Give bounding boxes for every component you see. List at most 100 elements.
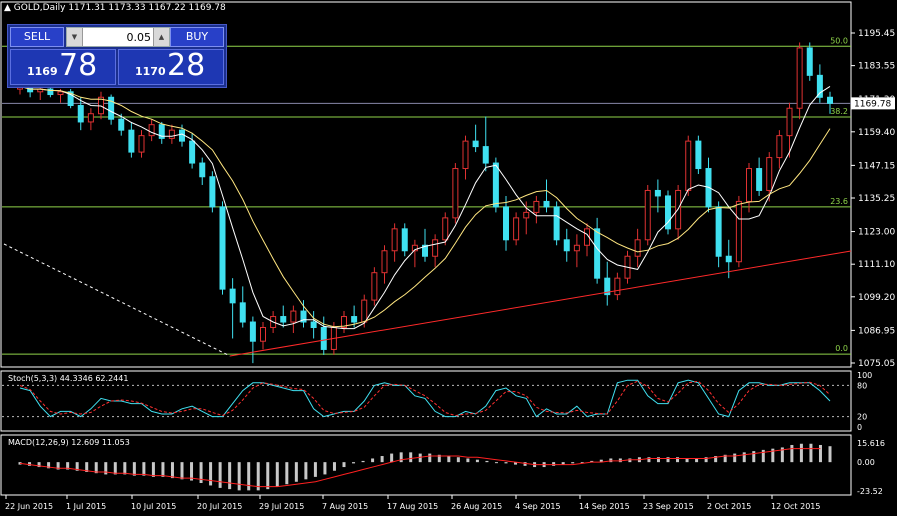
macd-histogram-bar — [609, 458, 613, 463]
macd-histogram-bar — [123, 462, 127, 475]
stoch-axis-label: 0 — [857, 423, 862, 432]
macd-histogram-bar — [666, 457, 670, 463]
price-axis-label: 1135.25 — [858, 194, 895, 204]
macd-histogram-bar — [828, 446, 832, 463]
macd-histogram-bar — [456, 457, 460, 463]
macd-histogram-bar — [599, 459, 603, 463]
time-axis-label: 26 Aug 2015 — [451, 502, 502, 511]
candle-body — [462, 140, 469, 170]
collapse-arrow-icon[interactable]: ▲ — [4, 3, 11, 13]
time-axis-label: 23 Sep 2015 — [643, 502, 694, 511]
macd-histogram-bar — [475, 459, 479, 463]
macd-indicator-label: MACD(12,26,9) 12.609 11.053 — [8, 438, 130, 447]
fibo-level-label: 0.0 — [835, 344, 848, 353]
macd-histogram-bar — [761, 449, 765, 463]
candle-body — [725, 255, 732, 263]
macd-histogram-bar — [580, 462, 584, 464]
stoch-panel-frame — [0, 370, 852, 432]
buy-price-prefix: 1170 — [135, 65, 166, 78]
macd-histogram-bar — [113, 462, 117, 475]
sell-price-button[interactable]: 1169 78 — [10, 48, 116, 85]
buy-button[interactable]: BUY — [170, 27, 224, 47]
macd-histogram-bar — [409, 452, 413, 463]
dashed-trendline[interactable] — [3, 243, 231, 357]
macd-histogram-bar — [752, 451, 756, 463]
macd-histogram-bar — [170, 462, 174, 479]
sell-price-prefix: 1169 — [27, 65, 58, 78]
macd-axis-label: 15.616 — [857, 439, 885, 448]
candle-body — [361, 299, 368, 323]
time-axis-label: 10 Jul 2015 — [131, 502, 176, 511]
candle-body — [401, 228, 408, 252]
macd-histogram-bar — [304, 462, 308, 480]
macd-histogram-bar — [218, 462, 222, 488]
macd-histogram-bar — [104, 462, 108, 475]
macd-histogram-bar — [704, 457, 708, 463]
macd-histogram-bar — [447, 456, 451, 463]
candle-body — [482, 146, 489, 164]
candle-body — [87, 113, 94, 123]
candle-body — [827, 96, 833, 104]
lot-decrease-icon[interactable]: ▼ — [67, 28, 83, 46]
ohlc-readout: 1171.31 1173.33 1167.22 1169.78 — [68, 3, 226, 13]
candle-body — [665, 195, 671, 230]
stoch-axis-label: 100 — [857, 371, 872, 380]
one-click-trading-panel: SELL ▼ ▲ BUY 1169 78 1170 28 — [7, 24, 227, 88]
fast-moving-average-line — [19, 85, 831, 330]
macd-histogram-bar — [85, 462, 89, 472]
current-price-label: 1169.78 — [854, 99, 891, 109]
support-trendline[interactable] — [229, 250, 852, 357]
macd-histogram-bar — [28, 462, 32, 466]
candle-body — [543, 200, 550, 208]
price-axis-label: 1183.55 — [858, 62, 895, 72]
candle-body — [816, 74, 823, 98]
stoch-signal-line — [19, 380, 831, 417]
macd-histogram-bar — [790, 444, 794, 463]
macd-histogram-bar — [209, 462, 213, 486]
macd-histogram-bar — [437, 454, 441, 463]
lot-size-stepper[interactable]: ▼ ▲ — [66, 27, 170, 47]
candle-body — [77, 104, 84, 123]
macd-histogram-bar — [799, 443, 803, 463]
macd-histogram-bar — [199, 462, 203, 484]
candle-body — [381, 250, 388, 274]
macd-histogram-bar — [390, 453, 394, 463]
macd-histogram-bar — [494, 462, 498, 464]
candle-body — [766, 157, 773, 191]
macd-histogram-bar — [818, 444, 822, 463]
candle-body — [249, 321, 256, 342]
candle-body — [492, 162, 499, 208]
time-axis-label: 29 Jul 2015 — [259, 502, 304, 511]
candle-body — [513, 217, 520, 241]
price-axis-label: 1159.40 — [858, 128, 895, 138]
macd-histogram-bar — [361, 460, 365, 463]
candle-body — [199, 162, 206, 178]
macd-histogram-bar — [380, 456, 384, 463]
time-axis-label: 4 Sep 2015 — [515, 502, 561, 511]
candle-body — [47, 88, 54, 96]
macd-histogram-bar — [561, 462, 565, 465]
candle-body — [695, 140, 702, 170]
macd-histogram-bar — [66, 462, 70, 470]
lot-increase-icon[interactable]: ▲ — [153, 28, 169, 46]
candle-body — [229, 288, 236, 304]
macd-histogram-bar — [685, 458, 689, 463]
candle-body — [715, 206, 722, 257]
macd-histogram-bar — [56, 462, 60, 470]
buy-price-button[interactable]: 1170 28 — [118, 48, 224, 85]
macd-histogram-bar — [142, 462, 146, 476]
macd-histogram-bar — [47, 462, 51, 469]
sell-button[interactable]: SELL — [10, 27, 64, 47]
macd-histogram-bar — [285, 462, 289, 485]
candle-body — [796, 47, 803, 109]
macd-histogram-bar — [504, 462, 508, 464]
price-axis-label: 1075.05 — [858, 359, 895, 369]
candle-body — [746, 168, 752, 202]
candle-body — [239, 302, 246, 323]
candle-body — [179, 129, 185, 142]
candle-body — [280, 316, 287, 323]
lot-size-input[interactable] — [85, 28, 153, 46]
macd-histogram-bar — [151, 462, 155, 477]
time-axis-label: 7 Aug 2015 — [322, 502, 368, 511]
